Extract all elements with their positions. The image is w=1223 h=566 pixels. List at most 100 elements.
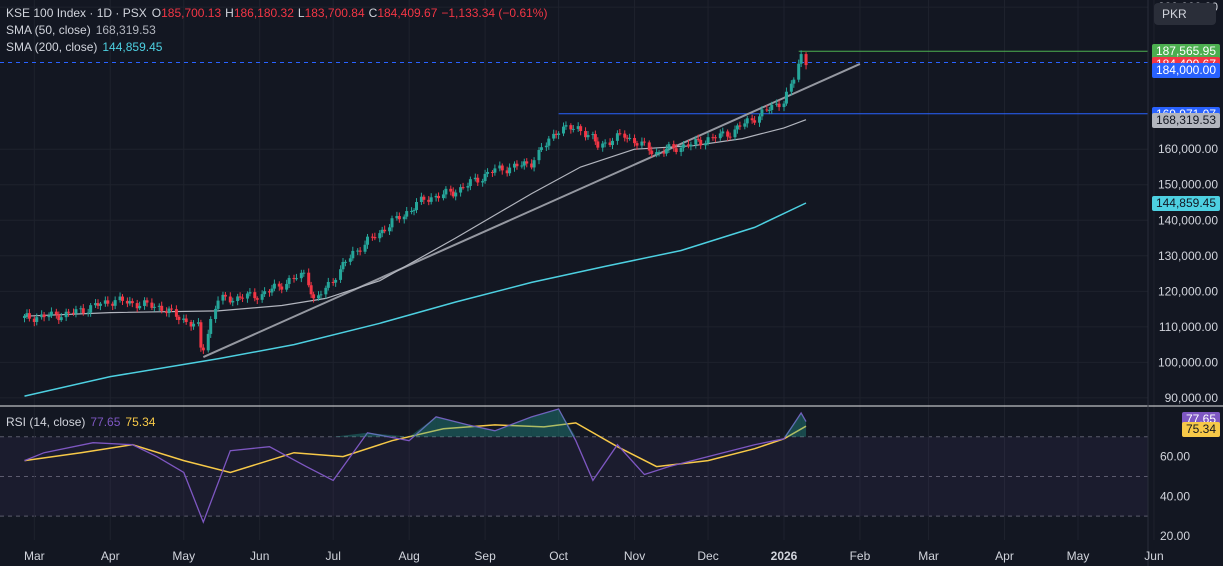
candle-body — [444, 188, 448, 195]
candle-body — [623, 133, 627, 138]
candle-body — [370, 236, 374, 238]
candle-body — [797, 63, 801, 80]
rsi-overbought-fill — [409, 416, 437, 437]
candle-body — [32, 318, 36, 322]
candle-body — [324, 287, 328, 295]
candle-body — [608, 142, 612, 146]
time-tick-label: Feb — [850, 549, 871, 563]
currency-button[interactable]: PKR — [1154, 3, 1216, 25]
rsi-line — [24, 408, 807, 524]
candle-body — [682, 144, 686, 148]
candle-body — [792, 79, 796, 84]
candle-body — [363, 244, 367, 252]
candle-body — [745, 118, 749, 124]
candle-body — [667, 144, 671, 149]
candle-body — [245, 293, 249, 299]
candle-body — [23, 315, 26, 318]
price-tick-label: 160,000.00 — [1158, 142, 1218, 156]
candle-body — [358, 250, 362, 252]
candle-body — [157, 305, 161, 307]
candle-body — [437, 195, 441, 199]
candle-body — [334, 279, 338, 283]
candle-body — [522, 161, 526, 166]
sma50-legend: SMA (50, close) 168,319.53 — [6, 22, 161, 38]
candle-body — [201, 347, 205, 351]
candle-body — [395, 216, 399, 219]
candle-body — [738, 125, 742, 127]
candle-body — [473, 177, 477, 180]
symbol-label[interactable]: KSE 100 Index · 1D · PSX — [6, 6, 147, 20]
candle-body — [231, 301, 235, 303]
candle-body — [285, 283, 289, 290]
candle-body — [260, 294, 264, 300]
candle-body — [74, 309, 78, 314]
candle-body — [520, 165, 524, 167]
rsi-overbought-fill — [558, 408, 576, 437]
candle-body — [138, 305, 142, 309]
candle-body — [704, 143, 708, 146]
rsi-label[interactable]: RSI (14, close) — [6, 415, 86, 429]
rsi-tick-label: 40.00 — [1160, 489, 1190, 503]
candle-body — [57, 314, 61, 321]
sma200-value: 144,859.45 — [102, 40, 163, 54]
candle-body — [294, 278, 298, 280]
candle-body — [177, 316, 181, 320]
candle-body — [782, 103, 786, 108]
ohlc-legend: KSE 100 Index · 1D · PSX O185,700.13 H186,… — [6, 5, 557, 21]
candle-body — [184, 318, 188, 322]
candle-body — [383, 229, 387, 232]
price-tag: 187,565.95 — [1151, 44, 1220, 60]
candle-body — [206, 333, 210, 351]
rsi-overbought-fill — [531, 408, 559, 437]
candle-body — [160, 305, 164, 311]
candle-body — [236, 296, 240, 302]
candle-body — [343, 261, 347, 263]
candle-body — [192, 323, 196, 327]
candle-body — [532, 160, 536, 168]
candle-body — [434, 195, 438, 198]
candle-body — [410, 210, 414, 212]
candle-body — [165, 310, 169, 314]
candle-body — [721, 131, 725, 134]
sma50-label[interactable]: SMA (50, close) — [6, 23, 91, 37]
time-tick-label: Aug — [398, 549, 419, 563]
time-tick-label: Nov — [624, 549, 645, 563]
candle-body — [476, 177, 480, 183]
candle-body — [694, 138, 698, 145]
candle-body — [569, 125, 573, 130]
candle-body — [270, 288, 274, 293]
candle-body — [228, 296, 232, 303]
candle-body — [150, 302, 154, 308]
candle-body — [263, 291, 267, 295]
rsi-overbought-fill — [367, 432, 410, 437]
candle-body — [789, 83, 793, 92]
candle-body — [130, 301, 134, 304]
price-tag: 144,859.45 — [1151, 195, 1220, 211]
rsi-tag: 75.34 — [1181, 422, 1220, 438]
rsi-overbought-fill — [784, 412, 802, 437]
sma200-label[interactable]: SMA (200, close) — [6, 40, 98, 54]
candles — [23, 50, 808, 354]
candle-body — [419, 196, 423, 202]
time-tick-label: Mar — [24, 549, 45, 563]
rsi-overbought-fill — [436, 416, 468, 437]
candle-body — [713, 137, 717, 139]
candle-body — [380, 229, 384, 234]
candle-body — [586, 135, 590, 138]
candle-body — [498, 165, 502, 169]
candle-body — [302, 272, 306, 274]
candle-body — [49, 311, 53, 316]
candle-body — [679, 147, 683, 152]
candle-body — [552, 133, 556, 139]
candle-body — [640, 141, 644, 146]
candle-body — [241, 297, 245, 299]
rsi-overbought-fill — [467, 424, 495, 437]
candle-body — [706, 137, 710, 144]
candle-body — [500, 165, 504, 171]
candle-body — [672, 144, 676, 149]
candle-body — [221, 294, 225, 301]
candle-body — [611, 140, 614, 146]
candle-body — [657, 151, 661, 153]
candle-body — [255, 298, 259, 300]
candle-body — [152, 306, 156, 308]
